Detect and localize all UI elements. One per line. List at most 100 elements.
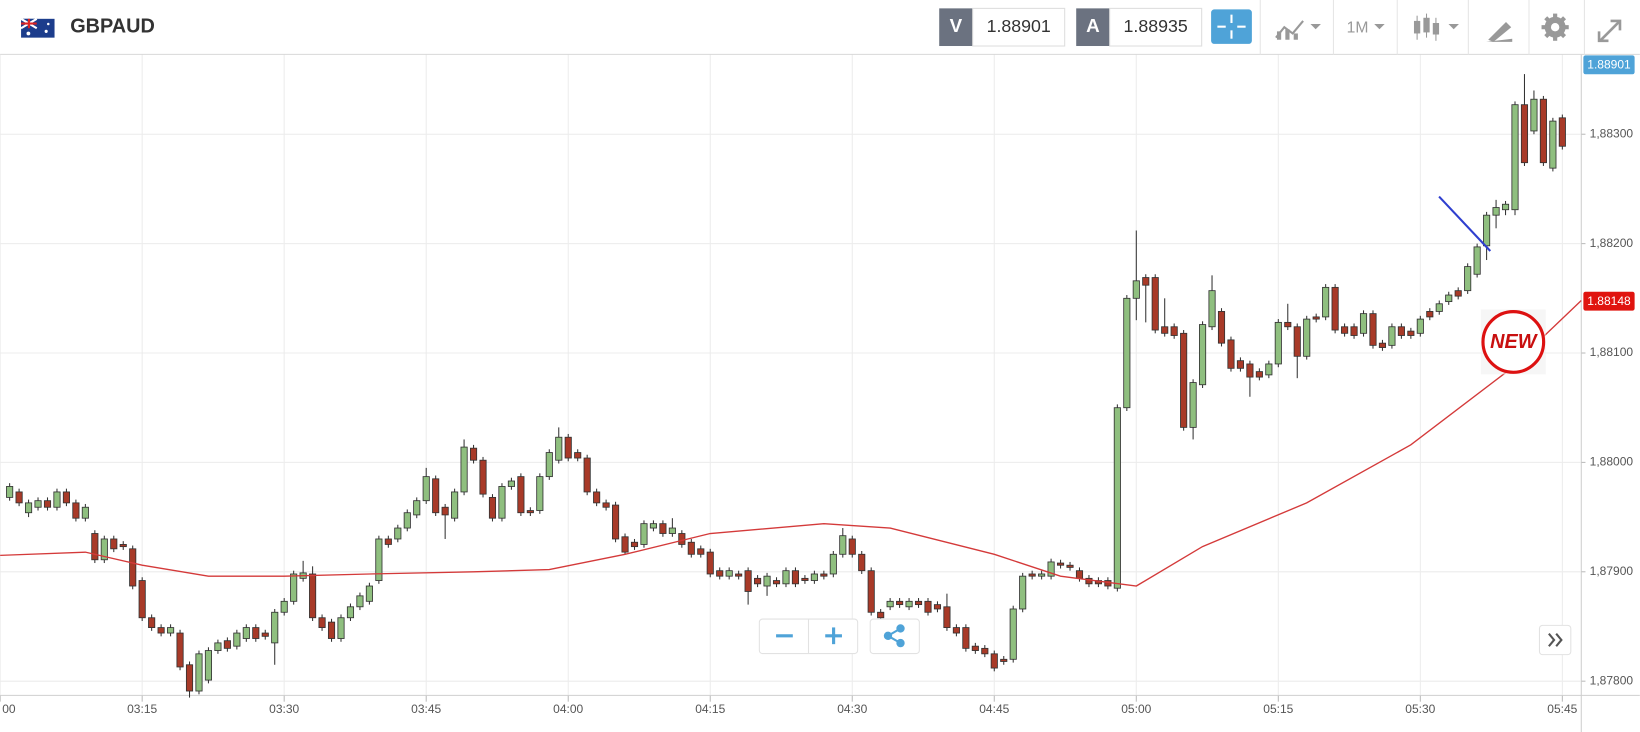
candle-body xyxy=(744,570,752,592)
candle-body xyxy=(1227,339,1235,369)
y-tick-label: 1,87900 xyxy=(1590,564,1634,578)
candle-body xyxy=(148,617,156,628)
candle-body xyxy=(337,617,345,639)
chart-type-button[interactable] xyxy=(1413,13,1459,41)
timeframe-button[interactable]: 1M xyxy=(1347,19,1369,36)
candle-body xyxy=(356,595,364,608)
buy-price[interactable]: 1.88935 xyxy=(1124,16,1188,36)
candle-body xyxy=(791,570,800,585)
candle-body xyxy=(1407,330,1415,336)
candle-body xyxy=(1208,290,1216,328)
share-button[interactable] xyxy=(869,618,920,655)
candle-body xyxy=(204,650,213,681)
candle-body xyxy=(801,577,809,581)
ma-price-tag xyxy=(1583,291,1635,311)
candle-body xyxy=(678,533,686,545)
candle-body xyxy=(1426,311,1434,318)
candle-body xyxy=(403,512,411,529)
candle-body xyxy=(716,570,724,577)
candle-body xyxy=(697,548,705,555)
candle-body xyxy=(195,653,203,692)
buy-button[interactable] xyxy=(1076,8,1110,47)
axis-panel xyxy=(1581,54,1640,732)
candle-body xyxy=(649,523,657,529)
candle-body xyxy=(943,606,951,628)
candle-body xyxy=(242,627,250,639)
x-tick-label: 04:15 xyxy=(695,702,725,716)
candle-body xyxy=(1038,573,1046,577)
candle-body xyxy=(384,538,392,545)
candle-body xyxy=(1123,297,1131,409)
crosshair-button[interactable] xyxy=(1211,9,1252,44)
candle-body xyxy=(460,446,468,493)
candle-body xyxy=(15,491,23,504)
candle-body xyxy=(564,436,572,459)
x-tick-label: 05:45 xyxy=(1547,702,1577,716)
candle-body xyxy=(280,600,288,613)
candle-body xyxy=(1066,564,1074,568)
candle-body xyxy=(1397,326,1405,336)
candle-body xyxy=(668,527,676,534)
candle-body xyxy=(176,632,184,668)
candle-body xyxy=(422,476,430,502)
candle-body xyxy=(1388,326,1396,346)
candle-body xyxy=(574,452,582,459)
buy-price-box[interactable] xyxy=(1109,7,1203,47)
candle-body xyxy=(555,436,563,461)
candle-body xyxy=(820,573,828,577)
candle-body xyxy=(659,523,667,534)
candle-body xyxy=(1416,318,1424,334)
x-tick-label: 05:00 xyxy=(1121,702,1151,716)
candle-body xyxy=(346,606,355,619)
price-tags: 1.88901 1.88148 xyxy=(1583,55,1635,311)
buy-label[interactable]: A xyxy=(1086,15,1100,36)
settings-button[interactable] xyxy=(1541,13,1569,41)
symbol: GBPAUD xyxy=(70,15,155,37)
candle-body xyxy=(933,604,942,610)
zoom-controls xyxy=(758,618,920,655)
sell-price[interactable]: 1.88901 xyxy=(987,16,1051,36)
share-icon xyxy=(883,624,905,648)
candle-body xyxy=(327,621,336,639)
candle-body xyxy=(1284,321,1292,328)
x-tick-label: 04:45 xyxy=(979,702,1009,716)
candle-body xyxy=(1246,363,1254,378)
sell-label[interactable]: V xyxy=(950,15,963,36)
candle-body xyxy=(914,600,923,606)
x-tick-label: 03:30 xyxy=(269,702,299,716)
candle-body xyxy=(772,580,781,585)
candle-body xyxy=(990,653,998,669)
candle-body xyxy=(593,491,601,504)
candle-body xyxy=(1501,203,1510,211)
candle-body xyxy=(952,627,960,634)
x-tick-label: 05:15 xyxy=(1263,702,1293,716)
candle-body xyxy=(185,664,194,692)
candle-body xyxy=(43,500,52,508)
scroll-end-button[interactable] xyxy=(1538,624,1572,656)
candle-body xyxy=(810,573,818,581)
candle-body xyxy=(271,611,279,644)
crosshair-icon xyxy=(1217,14,1246,39)
candle-body xyxy=(1359,313,1368,334)
indicators-button[interactable] xyxy=(1275,20,1321,40)
candle-body xyxy=(735,573,743,577)
zoom-in-button[interactable] xyxy=(825,627,842,645)
candle-body xyxy=(53,491,61,508)
candle-body xyxy=(754,577,762,585)
moving-average-line xyxy=(0,300,1582,587)
candle-body xyxy=(517,476,525,514)
fullscreen-button[interactable] xyxy=(1597,19,1622,43)
candle-body xyxy=(1492,207,1500,216)
sell-price-box[interactable] xyxy=(972,7,1066,47)
candle-body xyxy=(129,548,137,587)
candle-body xyxy=(640,523,648,545)
y-tick-label: 1,88300 xyxy=(1590,126,1634,140)
sell-button[interactable] xyxy=(939,8,973,47)
header-bg xyxy=(0,0,1640,55)
candle-body xyxy=(877,611,885,619)
new-sticker: NEW xyxy=(1480,309,1546,375)
y-tick-label: 1,88100 xyxy=(1590,345,1634,359)
candle-body xyxy=(394,527,402,540)
